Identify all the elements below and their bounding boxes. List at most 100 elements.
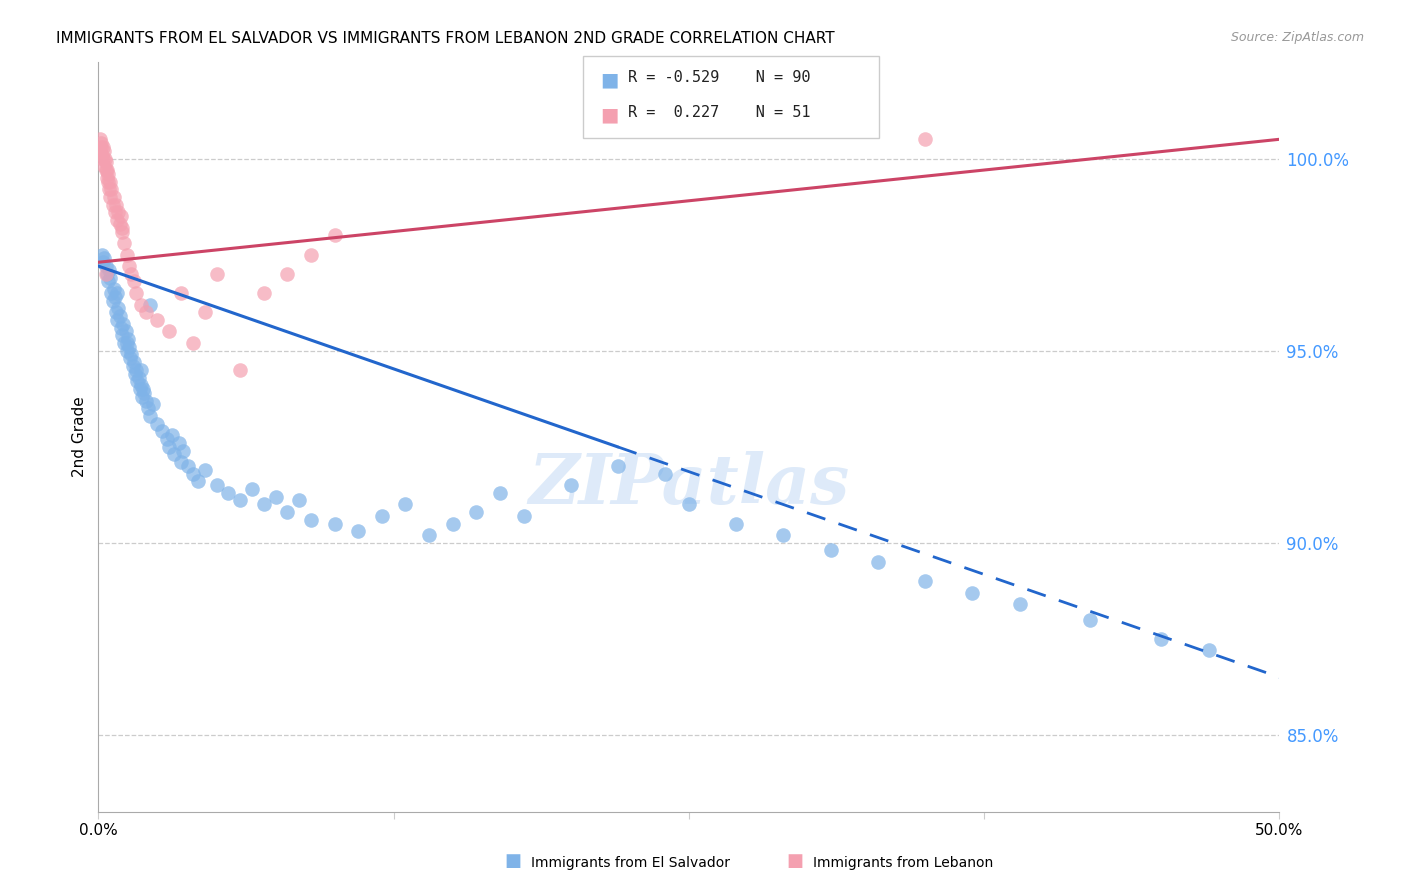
Point xyxy=(157,440,180,454)
Text: R =  0.227    N = 51: R = 0.227 N = 51 xyxy=(628,105,811,120)
Point xyxy=(132,382,155,396)
Point xyxy=(107,205,129,219)
Point xyxy=(323,228,346,243)
Point xyxy=(323,516,346,531)
Point xyxy=(122,275,145,289)
Point xyxy=(122,355,145,369)
Point xyxy=(156,432,179,446)
Text: Immigrants from El Salvador: Immigrants from El Salvador xyxy=(531,855,731,870)
Point xyxy=(101,197,124,211)
Point xyxy=(121,267,143,281)
Point xyxy=(194,463,217,477)
Point xyxy=(962,585,984,599)
Point xyxy=(90,140,112,154)
Point xyxy=(299,513,322,527)
Point xyxy=(98,182,121,196)
Point xyxy=(253,497,276,511)
Point xyxy=(97,175,120,189)
Point xyxy=(253,285,276,300)
Point xyxy=(98,270,121,285)
Point xyxy=(1008,597,1031,611)
Point xyxy=(117,332,139,346)
Point xyxy=(125,285,148,300)
Point xyxy=(146,417,169,431)
Point xyxy=(512,508,534,523)
Point xyxy=(129,297,152,311)
Point xyxy=(94,152,117,166)
Point xyxy=(489,485,512,500)
Point xyxy=(914,574,936,589)
Point xyxy=(347,524,370,539)
Point xyxy=(97,167,120,181)
Point xyxy=(112,335,135,350)
Point xyxy=(820,543,842,558)
Point xyxy=(91,255,114,269)
Point xyxy=(607,458,630,473)
Point xyxy=(128,370,150,384)
Point xyxy=(104,205,127,219)
Point xyxy=(105,213,128,227)
Point xyxy=(105,197,128,211)
Text: IMMIGRANTS FROM EL SALVADOR VS IMMIGRANTS FROM LEBANON 2ND GRADE CORRELATION CHA: IMMIGRANTS FROM EL SALVADOR VS IMMIGRANT… xyxy=(56,31,835,46)
Point xyxy=(229,493,252,508)
Point xyxy=(115,335,138,350)
Text: R = -0.529    N = 90: R = -0.529 N = 90 xyxy=(628,70,811,86)
Point xyxy=(146,313,169,327)
Text: ■: ■ xyxy=(600,105,619,124)
Point xyxy=(108,309,131,323)
Point xyxy=(654,467,676,481)
Point xyxy=(91,152,114,166)
Point xyxy=(157,325,180,339)
Text: ■: ■ xyxy=(600,70,619,89)
Point xyxy=(1080,613,1102,627)
Point xyxy=(89,132,111,146)
Point xyxy=(127,375,149,389)
Point xyxy=(205,478,228,492)
Point xyxy=(217,485,239,500)
Point xyxy=(160,428,183,442)
Point xyxy=(181,335,204,350)
Point xyxy=(125,363,148,377)
Point xyxy=(866,555,889,569)
Text: ZIPatlas: ZIPatlas xyxy=(529,451,849,519)
Point xyxy=(91,147,114,161)
Point xyxy=(135,305,157,319)
Point xyxy=(135,393,157,408)
Point xyxy=(89,144,111,158)
Point xyxy=(98,263,121,277)
Point xyxy=(112,317,135,331)
Point xyxy=(115,343,138,358)
Point xyxy=(170,455,193,469)
Point xyxy=(105,305,128,319)
Point xyxy=(167,435,190,450)
Point xyxy=(124,367,146,381)
Point xyxy=(1198,643,1220,657)
Point xyxy=(94,163,117,178)
Point xyxy=(229,363,252,377)
Point xyxy=(111,328,134,343)
Point xyxy=(108,217,131,231)
Point xyxy=(111,225,134,239)
Point xyxy=(371,508,394,523)
Point xyxy=(97,275,120,289)
Y-axis label: 2nd Grade: 2nd Grade xyxy=(72,397,87,477)
Point xyxy=(100,285,122,300)
Text: ■: ■ xyxy=(505,852,522,870)
Point xyxy=(914,132,936,146)
Point xyxy=(139,409,162,423)
Point xyxy=(114,325,136,339)
Point xyxy=(110,209,132,223)
Point xyxy=(93,144,115,158)
Point xyxy=(94,267,117,281)
Point xyxy=(105,285,128,300)
Point xyxy=(91,247,114,261)
Point xyxy=(394,497,416,511)
Point xyxy=(288,493,311,508)
Point xyxy=(129,363,152,377)
Point xyxy=(194,305,217,319)
Point xyxy=(172,443,194,458)
Point xyxy=(118,340,141,354)
Point xyxy=(170,285,193,300)
Point xyxy=(163,447,186,461)
Point xyxy=(96,267,118,281)
